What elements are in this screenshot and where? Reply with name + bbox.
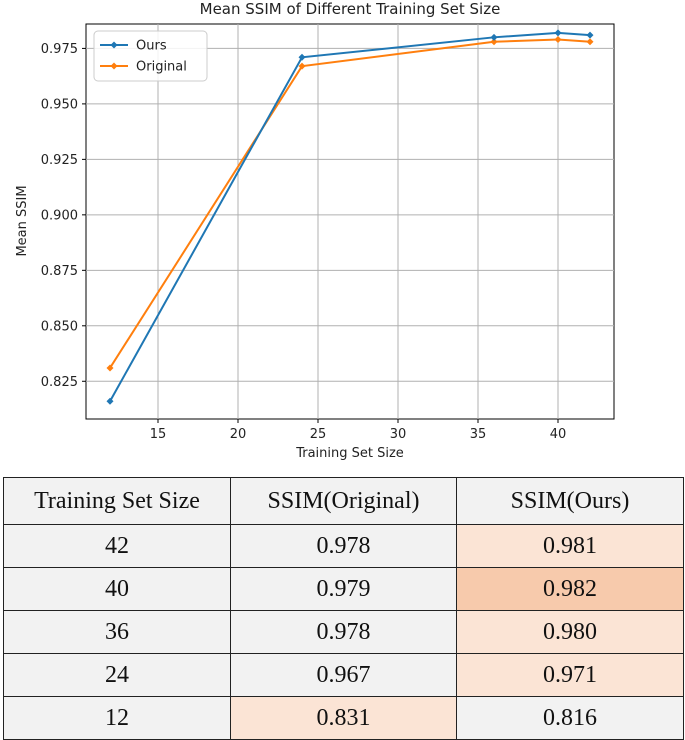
cell-size: 42 — [3, 524, 231, 568]
table-row: 12 0.831 0.816 — [3, 696, 684, 740]
legend-label-original: Original — [136, 60, 187, 75]
data-point-ours — [586, 31, 594, 39]
data-point-original — [106, 364, 114, 372]
data-point-ours — [106, 397, 114, 405]
cell-ssim-original: 0.978 — [230, 610, 457, 654]
cell-ssim-original: 0.831 — [230, 696, 457, 740]
legend: Ours Original — [93, 30, 208, 82]
results-table: Training Set Size SSIM(Original) SSIM(Ou… — [3, 477, 684, 740]
header-training-set-size: Training Set Size — [3, 477, 231, 525]
data-point-ours — [490, 33, 498, 41]
x-tick-label: 30 — [390, 427, 407, 442]
data-point-original — [298, 62, 306, 70]
data-point-ours — [298, 53, 306, 61]
axis-ticks: 15 20 25 30 35 40 0.825 0.850 0.875 0.900 0.925 0.9… — [41, 42, 566, 442]
grid-lines — [86, 24, 614, 419]
x-tick-label: 35 — [470, 427, 487, 442]
x-tick-label: 25 — [310, 427, 327, 442]
chart-title: Mean SSIM of Different Training Set Size — [200, 0, 501, 18]
data-point-original — [490, 38, 498, 46]
cell-ssim-ours: 0.971 — [456, 653, 684, 697]
cell-ssim-ours: 0.981 — [456, 524, 684, 568]
y-tick-label: 0.825 — [41, 375, 78, 390]
y-tick-label: 0.950 — [41, 97, 78, 112]
data-point-ours — [554, 29, 562, 37]
y-axis-title: Mean SSIM — [15, 185, 30, 256]
cell-ssim-original: 0.978 — [230, 524, 457, 568]
cell-ssim-ours: 0.816 — [456, 696, 684, 740]
x-axis-title: Training Set Size — [295, 446, 404, 461]
legend-label-ours: Ours — [136, 39, 167, 54]
line-chart: Mean SSIM of Different Training Set Size… — [15, 0, 615, 461]
series-lines — [106, 29, 594, 405]
cell-size: 12 — [3, 696, 231, 740]
cell-size: 36 — [3, 610, 231, 654]
cell-size: 40 — [3, 567, 231, 611]
cell-size: 24 — [3, 653, 231, 697]
y-tick-label: 0.925 — [41, 153, 78, 168]
y-tick-label: 0.875 — [41, 264, 78, 279]
table-header-row: Training Set Size SSIM(Original) SSIM(Ou… — [3, 477, 684, 525]
table-row: 36 0.978 0.980 — [3, 610, 684, 654]
data-point-original — [554, 36, 562, 44]
legend-marker-original — [110, 62, 118, 70]
y-tick-label: 0.975 — [41, 42, 78, 57]
table-row: 40 0.979 0.982 — [3, 567, 684, 611]
y-tick-label: 0.900 — [41, 208, 78, 223]
cell-ssim-ours: 0.982 — [456, 567, 684, 611]
cell-ssim-ours: 0.980 — [456, 610, 684, 654]
table-row: 42 0.978 0.981 — [3, 524, 684, 568]
y-tick-label: 0.850 — [41, 319, 78, 334]
header-ssim-ours: SSIM(Ours) — [456, 477, 684, 525]
data-point-original — [586, 38, 594, 46]
legend-box — [93, 30, 208, 82]
table-row: 24 0.967 0.971 — [3, 653, 684, 697]
x-tick-label: 20 — [230, 427, 247, 442]
x-tick-label: 40 — [550, 427, 567, 442]
header-ssim-original: SSIM(Original) — [230, 477, 457, 525]
cell-ssim-original: 0.967 — [230, 653, 457, 697]
legend-marker-ours — [110, 41, 118, 49]
x-tick-label: 15 — [150, 427, 167, 442]
plot-area — [85, 23, 615, 420]
cell-ssim-original: 0.979 — [230, 567, 457, 611]
